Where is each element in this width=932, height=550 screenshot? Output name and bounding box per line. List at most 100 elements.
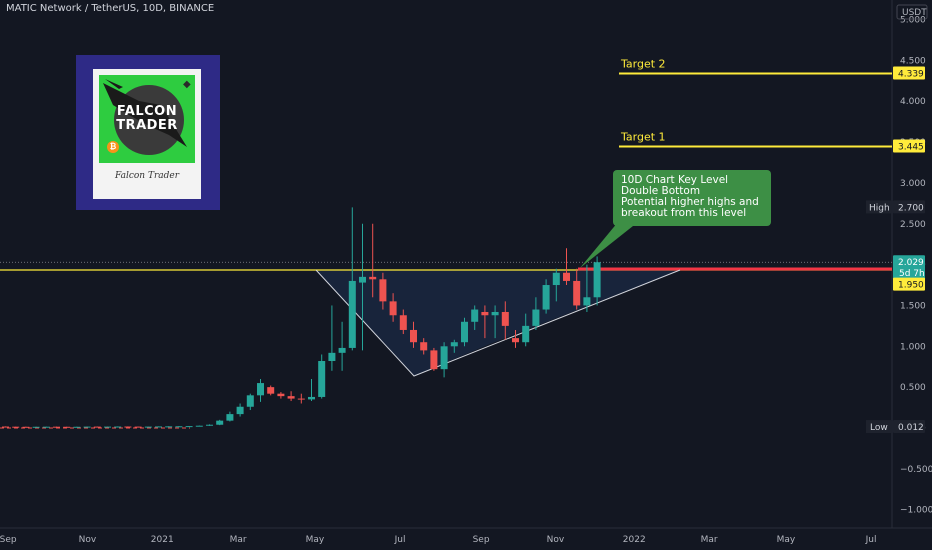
candle-body[interactable] bbox=[359, 276, 366, 283]
candle-body[interactable] bbox=[512, 338, 519, 343]
candle-body[interactable] bbox=[297, 398, 305, 400]
price-tick-label: 4.000 bbox=[900, 97, 926, 107]
candle-body[interactable] bbox=[573, 280, 581, 306]
candle-body[interactable] bbox=[471, 309, 479, 322]
candle-body[interactable] bbox=[185, 426, 193, 428]
candle-body[interactable] bbox=[369, 276, 377, 280]
candle-body[interactable] bbox=[22, 426, 30, 428]
callout-line-2: Double Bottom bbox=[621, 185, 701, 197]
price-tick-label: −1.000 bbox=[900, 506, 932, 516]
high-label: High bbox=[869, 203, 890, 213]
candle-body[interactable] bbox=[165, 426, 173, 428]
logo-polaroid: FALCON TRADER ₿ ◆ Falcon Trader bbox=[93, 69, 201, 199]
low-label-bg bbox=[866, 420, 892, 434]
candle-body[interactable] bbox=[461, 321, 468, 343]
candle-body[interactable] bbox=[114, 426, 122, 428]
high-price-badge-bg[interactable] bbox=[893, 200, 925, 214]
high-label-bg bbox=[866, 200, 892, 214]
candle-body[interactable] bbox=[216, 420, 224, 425]
candle-body[interactable] bbox=[83, 426, 91, 428]
candle-body[interactable] bbox=[277, 393, 285, 397]
candle-body[interactable] bbox=[267, 387, 275, 394]
time-tick-label: Sep bbox=[0, 535, 17, 545]
candle-body[interactable] bbox=[53, 426, 60, 428]
candle-body[interactable] bbox=[338, 347, 346, 353]
candle-body[interactable] bbox=[12, 426, 20, 428]
time-tick-label: Nov bbox=[547, 535, 565, 545]
candle-body[interactable] bbox=[328, 352, 336, 362]
target1-price-badge-bg[interactable] bbox=[893, 139, 925, 153]
candle-body[interactable] bbox=[450, 342, 458, 347]
candle-body[interactable] bbox=[175, 426, 183, 428]
candle-body[interactable] bbox=[522, 325, 530, 343]
candle-body[interactable] bbox=[287, 396, 295, 399]
candle-body[interactable] bbox=[206, 424, 213, 426]
candle-body[interactable] bbox=[430, 350, 438, 370]
candle-body[interactable] bbox=[63, 426, 71, 428]
time-tick-label: Jul bbox=[865, 535, 877, 545]
double-bottom-trendline[interactable] bbox=[315, 269, 681, 377]
candle-body[interactable] bbox=[583, 297, 591, 306]
currency-label: USDT bbox=[902, 8, 927, 18]
candle-body[interactable] bbox=[308, 396, 315, 400]
callout-pointer bbox=[580, 222, 638, 268]
candle-body[interactable] bbox=[501, 311, 509, 326]
pattern-fill bbox=[316, 270, 680, 376]
candle-body[interactable] bbox=[389, 301, 397, 316]
candle-body[interactable] bbox=[532, 309, 540, 326]
time-tick-label: May bbox=[777, 535, 796, 545]
candle-body[interactable] bbox=[542, 285, 550, 310]
key-level-badge-bg[interactable] bbox=[893, 277, 925, 291]
candle-body[interactable] bbox=[563, 272, 570, 281]
price-tick-label: 5.000 bbox=[900, 16, 926, 26]
price-tick-label: 0.500 bbox=[900, 383, 926, 393]
price-tick-label: 1.500 bbox=[900, 301, 926, 311]
candle-body[interactable] bbox=[318, 361, 326, 397]
price-tick-label: 4.500 bbox=[900, 56, 926, 66]
candle-body[interactable] bbox=[93, 426, 101, 428]
price-tick-label: 1.000 bbox=[900, 342, 926, 352]
candle-body[interactable] bbox=[155, 426, 162, 428]
candle-body[interactable] bbox=[410, 329, 417, 343]
last-price-badge-bg[interactable] bbox=[893, 255, 925, 280]
candle-body[interactable] bbox=[379, 279, 387, 302]
candle-body[interactable] bbox=[124, 426, 132, 428]
candle-body[interactable] bbox=[420, 342, 428, 351]
candle-body[interactable] bbox=[236, 406, 244, 415]
low-price-badge-bg[interactable] bbox=[893, 420, 925, 434]
candle-body[interactable] bbox=[195, 425, 203, 427]
candle-body[interactable] bbox=[552, 272, 560, 286]
target1-price-badge: 3.445 bbox=[898, 143, 924, 153]
candle-body[interactable] bbox=[42, 426, 50, 428]
candle-body[interactable] bbox=[144, 426, 152, 428]
ethereum-icon: ◆ bbox=[183, 79, 191, 90]
candle-body[interactable] bbox=[226, 414, 234, 421]
candle-body[interactable] bbox=[481, 311, 489, 316]
price-tick-label: −0.500 bbox=[900, 465, 932, 475]
candle-body[interactable] bbox=[246, 395, 254, 407]
symbol-legend[interactable]: MATIC Network / TetherUS, 10D, BINANCE bbox=[6, 3, 215, 14]
candle-body[interactable] bbox=[32, 426, 40, 428]
key-level-badge: 1.950 bbox=[898, 281, 924, 291]
candle-body[interactable] bbox=[134, 426, 142, 428]
candle-body[interactable] bbox=[257, 383, 264, 396]
time-tick-label: 2022 bbox=[623, 535, 646, 545]
candle-body[interactable] bbox=[73, 426, 81, 428]
candle-body[interactable] bbox=[399, 315, 407, 330]
candle-body[interactable] bbox=[2, 426, 9, 428]
callout-line-4: breakout from this level bbox=[621, 207, 747, 219]
target-label: Target 2 bbox=[620, 58, 666, 71]
logo-brand-text: FALCON TRADER bbox=[116, 104, 178, 133]
key-level-callout[interactable]: 10D Chart Key Level Double Bottom Potent… bbox=[613, 170, 771, 226]
target2-price-badge-bg[interactable] bbox=[893, 66, 925, 80]
high-price-badge: 2.700 bbox=[898, 203, 924, 213]
candle-body[interactable] bbox=[593, 262, 601, 298]
candle-body[interactable] bbox=[104, 426, 111, 428]
currency-box[interactable] bbox=[896, 4, 928, 20]
candle-body[interactable] bbox=[348, 280, 356, 348]
callout-line-3: Potential higher highs and bbox=[621, 196, 759, 208]
candle-body[interactable] bbox=[440, 346, 448, 370]
candle-body[interactable] bbox=[491, 311, 499, 316]
